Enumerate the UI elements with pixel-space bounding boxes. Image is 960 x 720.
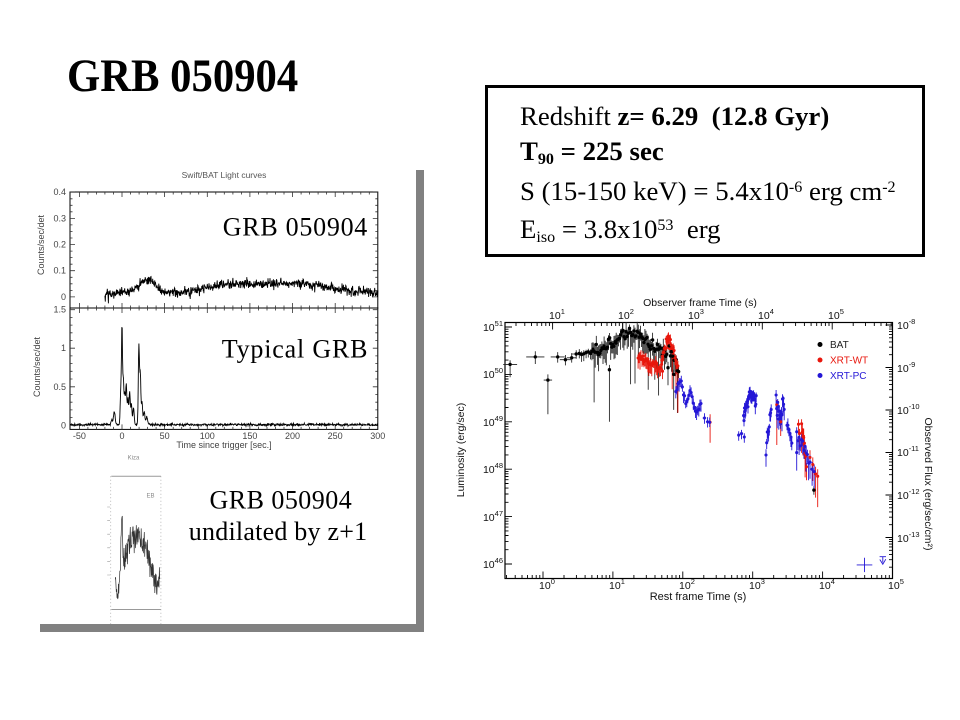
svg-text:0: 0 [119,431,124,441]
svg-text:300: 300 [370,431,385,441]
svg-text:EB: EB [146,494,154,500]
svg-text:Counts/sec/det: Counts/sec/det [32,336,42,397]
svg-text:0.2: 0.2 [53,240,66,250]
svg-text:0.4: 0.4 [53,187,66,197]
svg-text:undilated by z+1: undilated by z+1 [189,517,367,546]
svg-text:0.5: 0.5 [53,382,66,392]
svg-text:Time since trigger [sec.]: Time since trigger [sec.] [176,440,271,450]
svg-text:50: 50 [160,431,170,441]
svg-text:200: 200 [285,431,300,441]
svg-text:150: 150 [242,431,257,441]
svg-text:1.5: 1.5 [53,305,66,315]
svg-text:Swift/BAT Light curves: Swift/BAT Light curves [182,170,267,180]
svg-text:-50: -50 [73,431,86,441]
svg-text:Counts/sec/det: Counts/sec/det [36,214,46,275]
svg-text:XRT-WT: XRT-WT [830,356,868,367]
svg-text:100: 100 [200,431,215,441]
svg-text:250: 250 [328,431,343,441]
svg-text:Rest frame Time (s): Rest frame Time (s) [650,591,747,603]
svg-text:BAT: BAT [830,340,849,351]
svg-text:XRT-PC: XRT-PC [830,371,867,382]
svg-text:GRB 050904: GRB 050904 [223,213,367,242]
svg-text:0: 0 [61,420,66,430]
svg-text:GRB 050904: GRB 050904 [210,485,352,514]
svg-text:0.1: 0.1 [53,266,66,276]
svg-text:Luminosity (erg/sec): Luminosity (erg/sec) [455,403,467,498]
svg-text:0: 0 [61,292,66,302]
svg-text:Observed Flux (erg/sec/cm²): Observed Flux (erg/sec/cm²) [922,417,934,550]
svg-text:0.3: 0.3 [53,213,66,223]
svg-text:Kiza: Kiza [128,456,140,462]
svg-text:Observer frame Time (s): Observer frame Time (s) [643,297,757,309]
svg-text:1: 1 [61,343,66,353]
svg-text:Typical GRB: Typical GRB [222,335,368,364]
